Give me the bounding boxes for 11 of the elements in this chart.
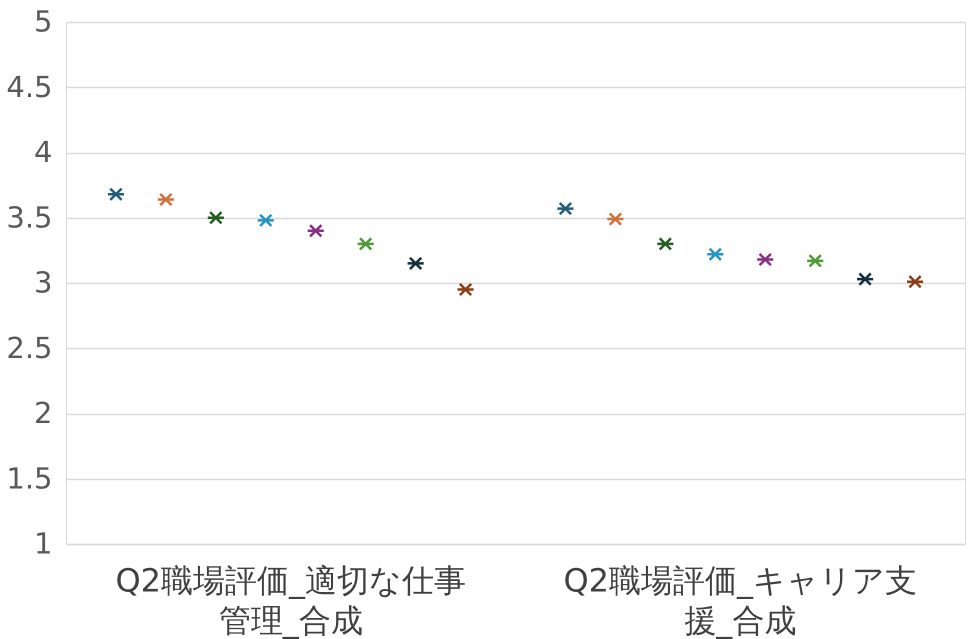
- y-tick-label: 5: [34, 4, 52, 38]
- y-tick-label: 4: [34, 135, 52, 169]
- y-tick-label: 4.5: [6, 70, 52, 104]
- x-tick-label: Q2職場評価_適切な仕事管理_合成: [115, 562, 466, 639]
- y-tick-label: 1.5: [6, 461, 52, 496]
- x-tick-label: Q2職場評価_キャリア支援_合成: [563, 562, 918, 639]
- y-tick-label: 2.5: [6, 330, 52, 365]
- y-tick-label: 1: [34, 526, 52, 560]
- y-tick-label: 3: [34, 266, 52, 300]
- y-tick-label: 3.5: [6, 200, 52, 234]
- y-tick-label: 2: [34, 396, 52, 430]
